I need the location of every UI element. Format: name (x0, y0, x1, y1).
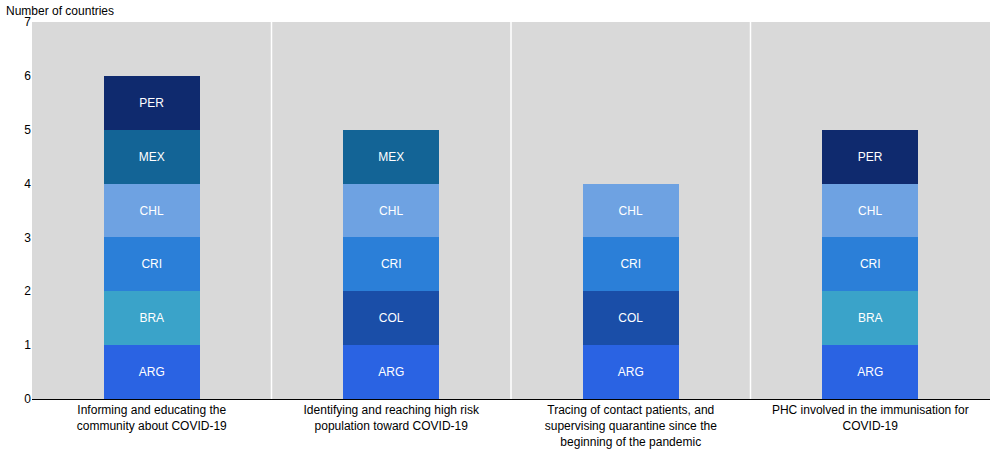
svg-text:MEX: MEX (378, 150, 404, 164)
svg-text:CRI: CRI (381, 257, 402, 271)
svg-text:COL: COL (379, 311, 404, 325)
svg-text:CHL: CHL (619, 204, 643, 218)
svg-text:7: 7 (24, 15, 31, 29)
svg-text:5: 5 (24, 123, 31, 137)
svg-text:CHL: CHL (379, 204, 403, 218)
svg-text:BRA: BRA (139, 311, 164, 325)
svg-text:PER: PER (858, 150, 883, 164)
svg-text:ARG: ARG (618, 365, 644, 379)
svg-text:ARG: ARG (857, 365, 883, 379)
svg-text:PHC involved in the immunisati: PHC involved in the immunisation forCOVI… (772, 403, 969, 433)
svg-text:MEX: MEX (139, 150, 165, 164)
svg-text:COL: COL (618, 311, 643, 325)
svg-text:1: 1 (24, 338, 31, 352)
svg-text:Number of countries: Number of countries (6, 4, 114, 18)
svg-text:Informing and educating thecom: Informing and educating thecommunity abo… (77, 403, 227, 433)
svg-text:2: 2 (24, 284, 31, 298)
svg-text:6: 6 (24, 69, 31, 83)
svg-text:3: 3 (24, 231, 31, 245)
svg-text:ARG: ARG (378, 365, 404, 379)
svg-text:CHL: CHL (858, 204, 882, 218)
svg-text:Identifying and reaching high: Identifying and reaching high riskpopula… (304, 403, 480, 433)
svg-text:BRA: BRA (858, 311, 883, 325)
svg-text:CRI: CRI (141, 257, 162, 271)
svg-text:PER: PER (139, 96, 164, 110)
svg-text:0: 0 (24, 392, 31, 406)
svg-text:CHL: CHL (140, 204, 164, 218)
svg-text:ARG: ARG (139, 365, 165, 379)
svg-text:CRI: CRI (860, 257, 881, 271)
svg-text:CRI: CRI (620, 257, 641, 271)
svg-text:Tracing of contact patients, a: Tracing of contact patients, andsupervis… (545, 403, 717, 448)
svg-text:4: 4 (24, 177, 31, 191)
